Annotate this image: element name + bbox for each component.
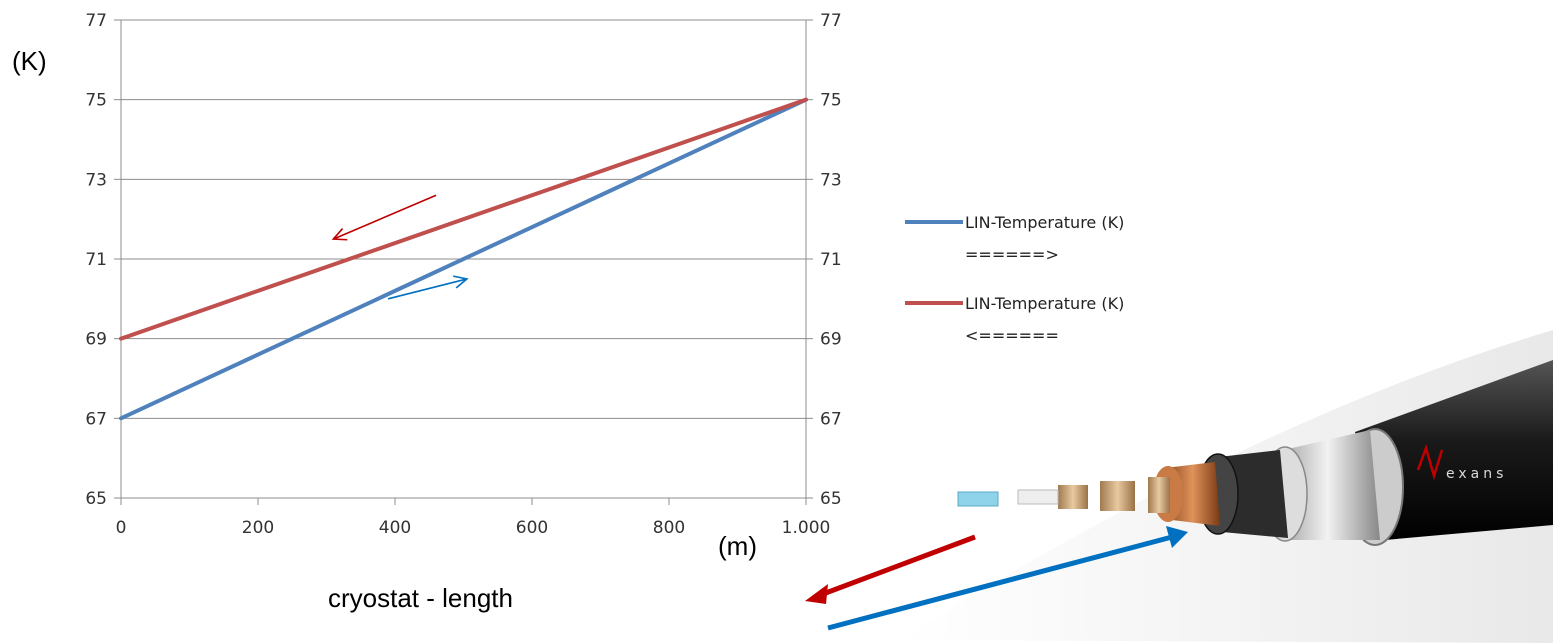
y-tick-label-right: 71 [820,250,842,270]
series-line-1 [119,97,808,421]
y-tick-label-right: 67 [820,409,842,429]
blue-arrow-head-icon [1166,526,1188,548]
y-tick-label-right: 65 [820,489,842,509]
legend-label-1: LIN-Temperature (K) [965,213,1124,232]
y-tick-label-right: 75 [820,91,842,111]
x-axis-title: cryostat - length [328,583,513,613]
legend-label-2: LIN-Temperature (K) [965,294,1124,313]
x-tick-label: 800 [653,518,685,538]
red-arrow-head-icon [805,584,828,604]
flow-arrows [805,526,1188,631]
brand-logo-text: exans [1446,466,1507,482]
annotation-arrow-1 [333,194,437,240]
x-tick-label: 1.000 [782,518,831,538]
annotation-arrow-2 [387,278,468,300]
y-tick-label-left: 75 [85,91,107,111]
legend-label-2-line2: <====== [965,326,1059,345]
y-tick-label-left: 77 [85,11,107,31]
annotation-arrowhead-2-icon [453,275,469,289]
legend: LIN-Temperature (K) ======> LIN-Temperatur… [905,213,1124,345]
legend-label-1-line2: ======> [965,245,1059,264]
y-tick-label-left: 65 [85,489,107,509]
x-tick-label: 200 [242,518,274,538]
y-tick-label-left: 69 [85,330,107,350]
plot-area: 65 65 67 67 69 69 71 71 73 73 75 75 77 77 0 200 400 600 80… [85,11,841,538]
series-line-2 [119,97,808,341]
y-tick-label-right: 69 [820,330,842,350]
y-tick-label-left: 71 [85,250,107,270]
y-tick-label-right: 77 [820,11,842,31]
x-unit-label: (m) [718,531,757,561]
y-tick-label-left: 73 [85,170,107,190]
x-tick-label: 400 [379,518,411,538]
x-tick-label: 0 [116,518,127,538]
y-unit-label: (K) [12,46,47,76]
x-tick-label: 600 [516,518,548,538]
cable-image: exans [900,330,1553,643]
y-tick-label-right: 73 [820,170,842,190]
y-tick-label-left: 67 [85,409,107,429]
annotation-arrowhead-1-icon [331,228,348,241]
